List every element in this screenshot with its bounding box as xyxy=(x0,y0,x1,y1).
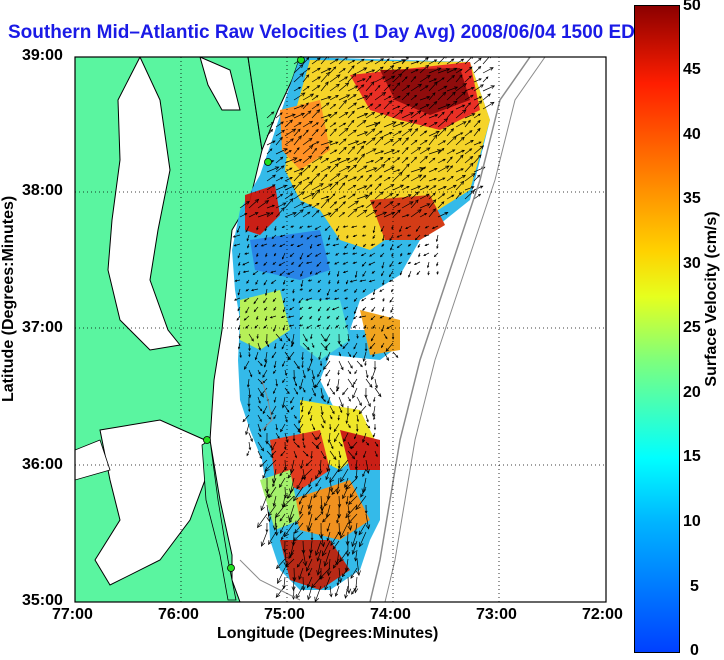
colorbar-tick: 35 xyxy=(683,190,701,208)
y-tick-label: 37:00 xyxy=(22,319,63,337)
y-tick-label: 36:00 xyxy=(22,456,63,474)
colorbar-tick: 0 xyxy=(690,642,699,660)
y-tick-label: 39:00 xyxy=(22,47,63,65)
station-marker xyxy=(228,565,235,572)
colorbar-tick: 45 xyxy=(683,61,701,79)
station-marker xyxy=(204,437,211,444)
colorbar-tick: 40 xyxy=(683,126,701,144)
y-tick-label: 38:00 xyxy=(22,182,63,200)
x-tick-label: 77:00 xyxy=(52,606,93,624)
x-tick-label: 73:00 xyxy=(476,606,517,624)
x-tick-label: 76:00 xyxy=(158,606,199,624)
colorbar-tick: 15 xyxy=(683,448,701,466)
colorbar-tick: 50 xyxy=(683,0,701,15)
colorbar-tick: 20 xyxy=(683,384,701,402)
x-tick-label: 72:00 xyxy=(582,606,623,624)
x-tick-label: 75:00 xyxy=(264,606,305,624)
x-axis-label: Longitude (Degrees:Minutes) xyxy=(217,625,438,643)
x-tick-label: 74:00 xyxy=(370,606,411,624)
colorbar-label: Surface Velocity (cm/s) xyxy=(703,209,721,389)
colorbar-tick: 25 xyxy=(683,319,701,337)
colorbar-tick: 10 xyxy=(683,513,701,531)
colorbar-tick: 5 xyxy=(690,578,699,596)
station-marker xyxy=(265,159,272,166)
y-axis-label: Latitude (Degrees:Minutes) xyxy=(0,252,18,402)
colorbar xyxy=(634,5,680,653)
colorbar-tick: 30 xyxy=(683,255,701,273)
